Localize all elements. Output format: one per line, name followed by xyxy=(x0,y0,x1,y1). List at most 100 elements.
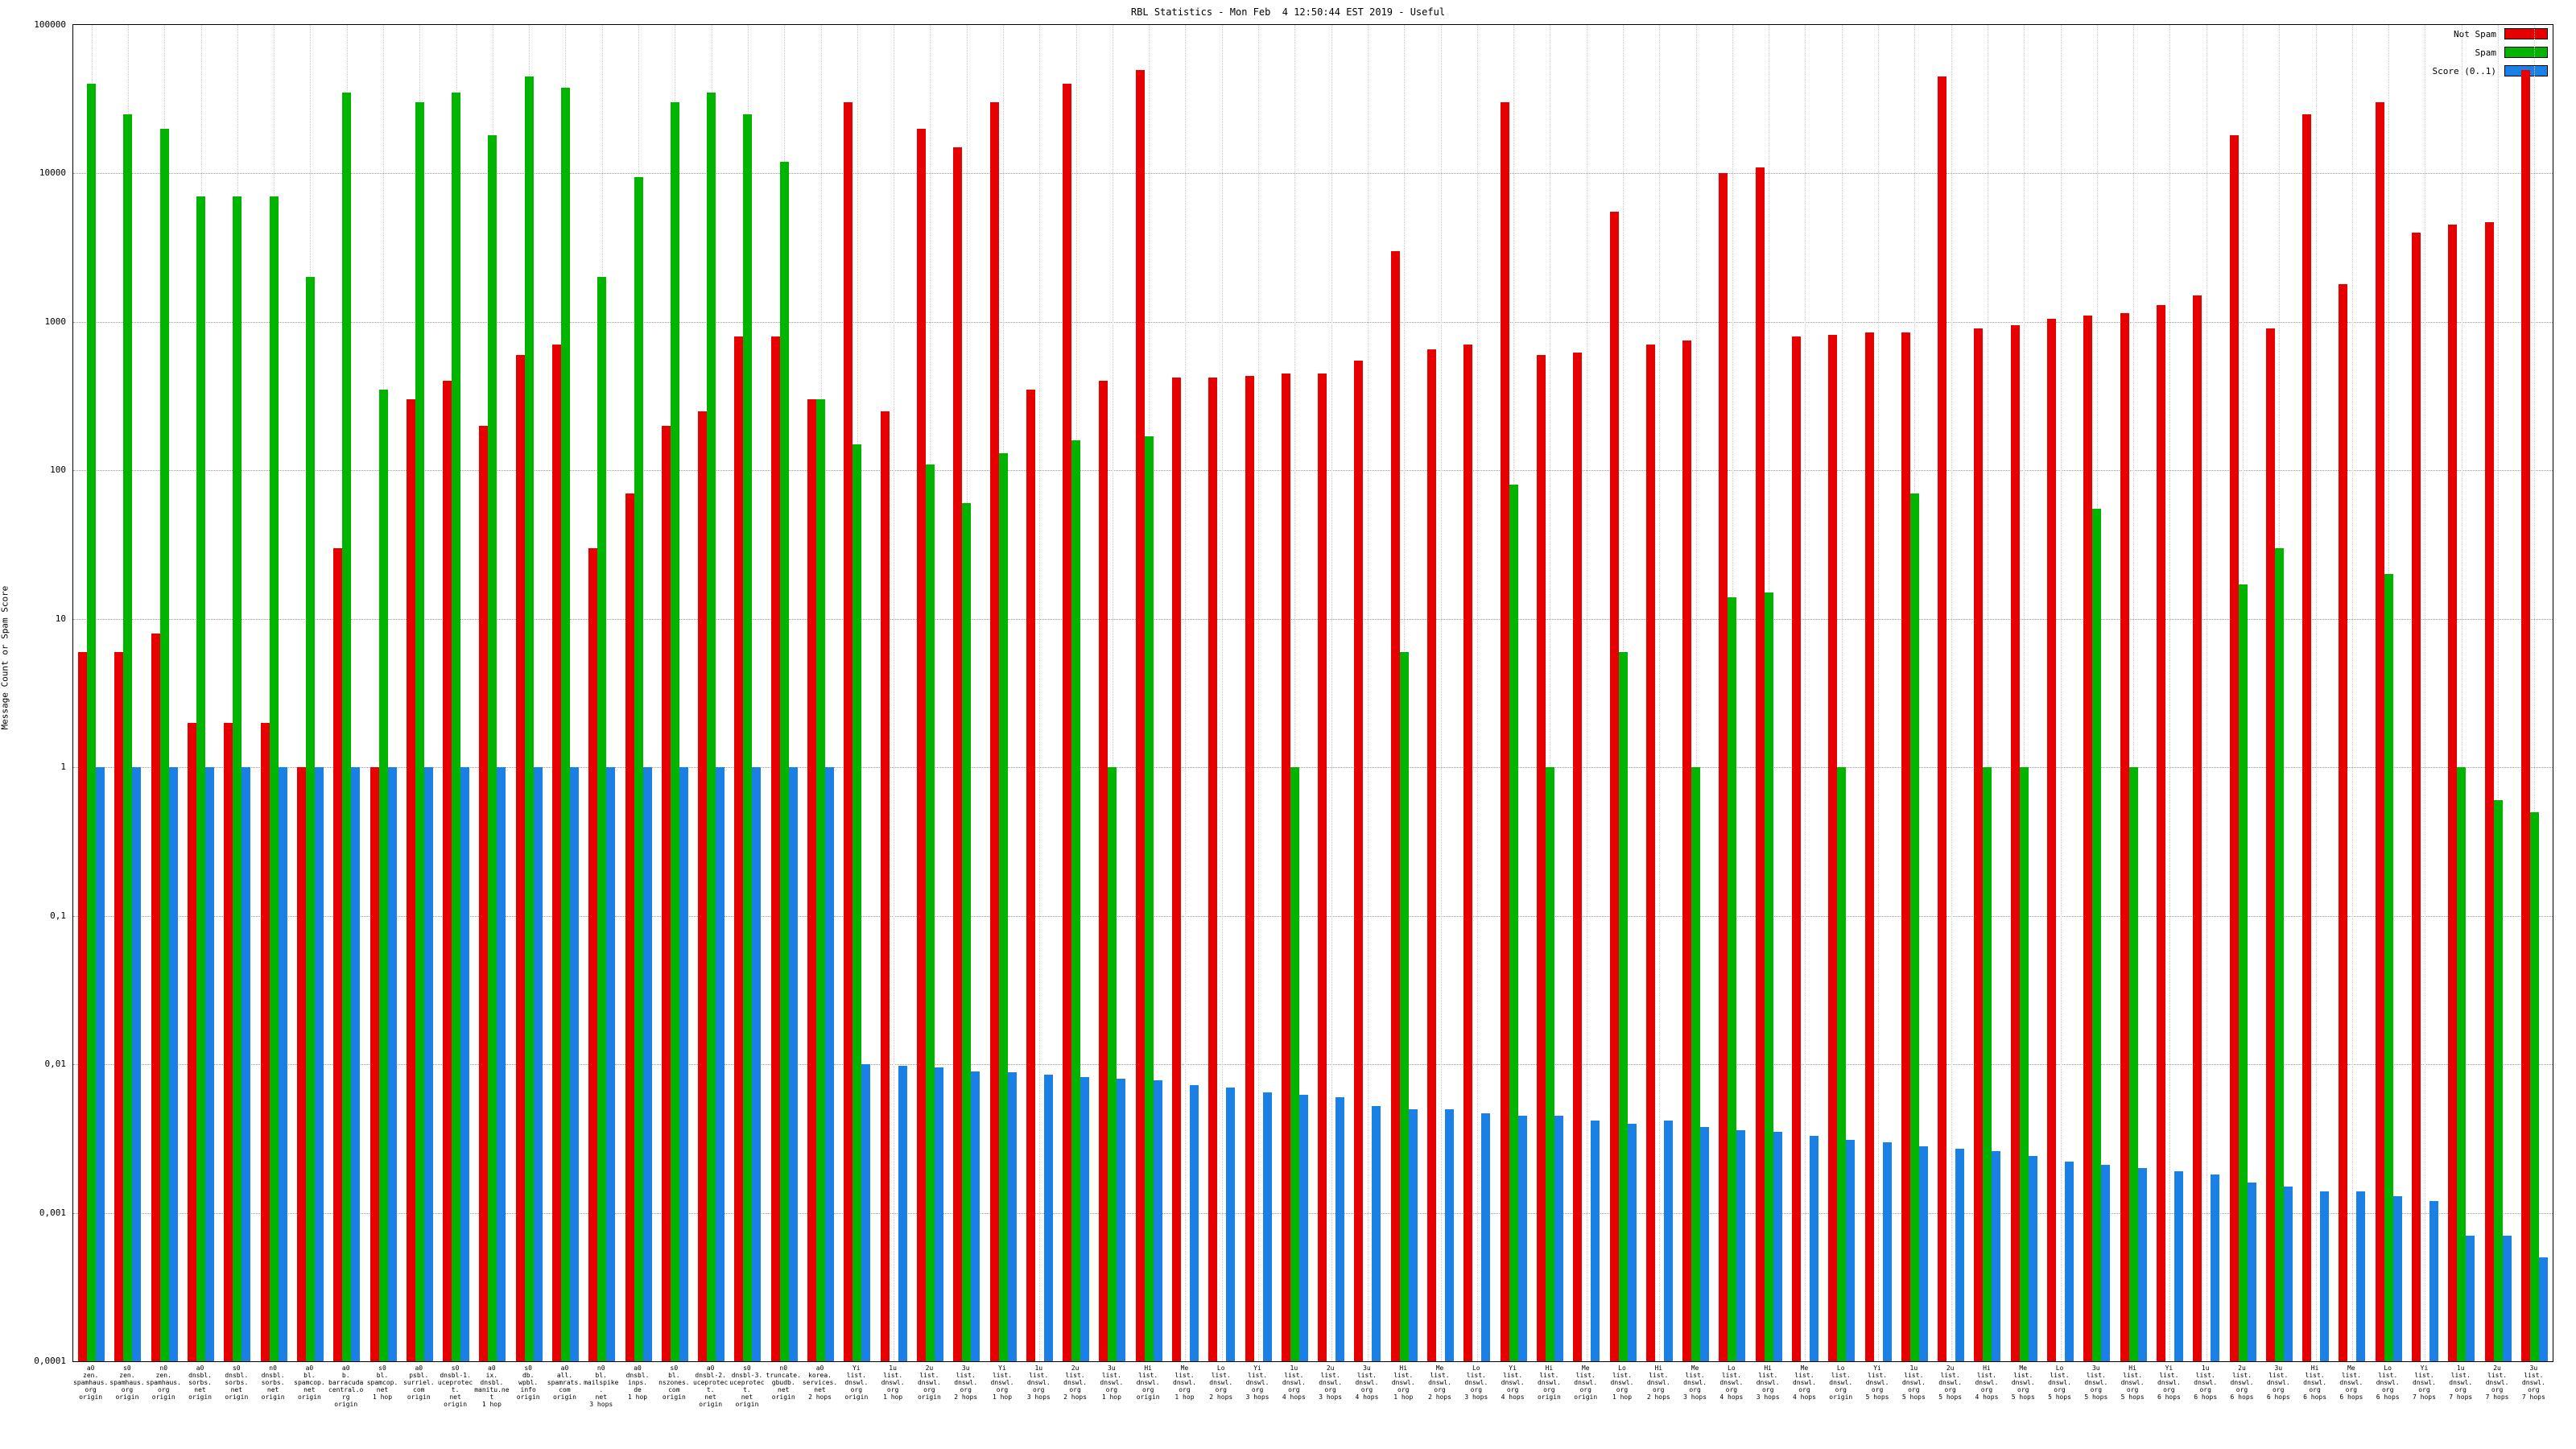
bar-score-0-1- xyxy=(1809,1135,1818,1361)
gridline-vertical xyxy=(2315,25,2317,1361)
x-tick-label: Hi list. dnswl. org 6 hops xyxy=(2303,1364,2327,1401)
bar-score-0-1- xyxy=(2283,1187,2293,1361)
bar-not-spam xyxy=(1682,340,1692,1361)
bar-score-0-1- xyxy=(1043,1075,1053,1361)
bar-score-0-1- xyxy=(278,767,287,1361)
x-tick-label: n0 bl. mailspike. net 3 hops xyxy=(584,1364,619,1408)
bar-not-spam xyxy=(698,411,708,1361)
gridline-vertical xyxy=(2060,25,2062,1361)
bar-score-0-1- xyxy=(1408,1108,1418,1361)
x-tick-label: a0 dnsbl-2. uceprotect. net origin xyxy=(692,1364,729,1408)
legend-item: Score (0..1) xyxy=(2433,65,2548,76)
x-tick-label: n0 dnsbl. sorbs. net origin xyxy=(261,1364,285,1401)
bar-score-0-1- xyxy=(242,767,251,1361)
bar-not-spam xyxy=(2302,114,2312,1361)
bar-not-spam xyxy=(551,345,561,1361)
bar-spam xyxy=(159,128,169,1361)
bar-score-0-1- xyxy=(1736,1129,1746,1361)
x-tick-label: Yi list. dnswl. org 5 hops xyxy=(1865,1364,1889,1401)
bar-score-0-1- xyxy=(2356,1191,2366,1361)
bar-spam xyxy=(1728,597,1737,1361)
bar-not-spam xyxy=(2010,324,2020,1361)
bar-spam xyxy=(1509,485,1518,1361)
x-tick-label: Me list. dnswl. org 6 hops xyxy=(2339,1364,2363,1401)
x-tick-label: Me list. dnswl. org origin xyxy=(1574,1364,1598,1401)
bar-score-0-1- xyxy=(898,1065,907,1361)
gridline-vertical xyxy=(1039,25,1041,1361)
bar-score-0-1- xyxy=(1663,1120,1673,1361)
x-tick-label: Hi list. dnswl. org 3 hops xyxy=(1756,1364,1780,1401)
bar-not-spam xyxy=(2375,102,2384,1361)
bar-not-spam xyxy=(880,411,890,1361)
gridline-vertical xyxy=(1331,25,1332,1361)
bar-not-spam xyxy=(2193,295,2202,1361)
x-tick-label: Me list. dnswl. org 2 hops xyxy=(1428,1364,1451,1401)
x-tick-label: 1u list. dnswl. org 1 hop xyxy=(881,1364,905,1401)
x-tick-label: Yi list. dnswl. org 1 hop xyxy=(990,1364,1014,1401)
x-tick-label: 1u list. dnswl. org 6 hops xyxy=(2194,1364,2218,1401)
gridline-vertical xyxy=(1659,25,1661,1361)
x-tick-label: 1u list. dnswl. org 3 hops xyxy=(1026,1364,1051,1401)
bar-spam xyxy=(2019,767,2029,1361)
x-tick-label: 2u list. dnswl. org 7 hops xyxy=(2485,1364,2509,1401)
bar-score-0-1- xyxy=(1918,1146,1928,1361)
legend-item: Not Spam xyxy=(2433,28,2548,39)
bar-score-0-1- xyxy=(2028,1156,2037,1361)
bar-score-0-1- xyxy=(460,767,470,1361)
bar-not-spam xyxy=(1354,360,1364,1361)
bar-spam xyxy=(2238,584,2248,1361)
bar-score-0-1- xyxy=(971,1071,980,1361)
bar-score-0-1- xyxy=(1481,1113,1491,1361)
x-tick-label: Hi list. dnswl. org 2 hops xyxy=(1646,1364,1670,1401)
x-tick-label: Hi list. dnswl. org 1 hop xyxy=(1391,1364,1415,1401)
bar-not-spam xyxy=(2229,135,2239,1361)
bar-not-spam xyxy=(1026,389,1035,1361)
bar-score-0-1- xyxy=(387,767,397,1361)
bar-spam xyxy=(123,114,133,1361)
y-tick-label: 1 xyxy=(60,762,66,773)
bar-not-spam xyxy=(1281,373,1290,1361)
bar-score-0-1- xyxy=(1554,1116,1563,1361)
bar-not-spam xyxy=(151,633,160,1361)
gridline-horizontal xyxy=(73,915,2553,917)
bar-score-0-1- xyxy=(1117,1078,1126,1361)
gridline-vertical xyxy=(2133,25,2135,1361)
bar-spam xyxy=(1290,767,1299,1361)
bar-not-spam xyxy=(734,336,744,1361)
bar-score-0-1- xyxy=(1846,1139,1856,1361)
x-tick-label: Yi list. dnswl. org origin xyxy=(844,1364,869,1401)
x-tick-label: s0 bl. nszones. com origin xyxy=(658,1364,690,1401)
bar-spam xyxy=(524,76,534,1361)
gridline-vertical xyxy=(1951,25,1952,1361)
x-tick-label: a0 zen. spamhaus. org origin xyxy=(72,1364,109,1401)
bar-spam xyxy=(269,196,279,1361)
gridline-horizontal xyxy=(73,173,2553,175)
bar-score-0-1- xyxy=(2538,1257,2548,1361)
bar-score-0-1- xyxy=(569,767,579,1361)
x-tick-label: 3u list. dnswl. org 6 hops xyxy=(2266,1364,2290,1401)
bar-score-0-1- xyxy=(2502,1236,2512,1361)
gridline-horizontal xyxy=(73,1212,2553,1214)
y-axis-title: Message Count or Spam Score xyxy=(0,585,10,730)
legend: Not Spam Spam Score (0..1) xyxy=(2433,28,2548,84)
bar-score-0-1- xyxy=(1591,1120,1600,1361)
bar-not-spam xyxy=(1938,76,1947,1361)
bar-score-0-1- xyxy=(1298,1095,1308,1361)
x-tick-label: Yi list. dnswl. org 4 hops xyxy=(1501,1364,1525,1401)
bar-not-spam xyxy=(1245,376,1254,1361)
bar-not-spam xyxy=(260,722,270,1361)
bar-score-0-1- xyxy=(2137,1168,2147,1361)
x-tick-label: 2u list. dnswl. org 6 hops xyxy=(2230,1364,2254,1401)
bar-spam xyxy=(1764,592,1773,1361)
bar-score-0-1- xyxy=(679,767,688,1361)
bar-score-0-1- xyxy=(1773,1132,1782,1361)
bar-score-0-1- xyxy=(1517,1116,1527,1361)
x-tick-label: n0 zen. spamhaus. org origin xyxy=(146,1364,181,1401)
bar-score-0-1- xyxy=(825,767,835,1361)
legend-label: Not Spam xyxy=(2454,28,2496,39)
gridline-vertical xyxy=(2534,25,2536,1361)
x-tick-label: 3u list. dnswl. org 7 hops xyxy=(2521,1364,2545,1401)
bar-score-0-1- xyxy=(132,767,142,1361)
y-tick-label: 0,01 xyxy=(44,1059,67,1070)
bar-not-spam xyxy=(2047,318,2057,1361)
